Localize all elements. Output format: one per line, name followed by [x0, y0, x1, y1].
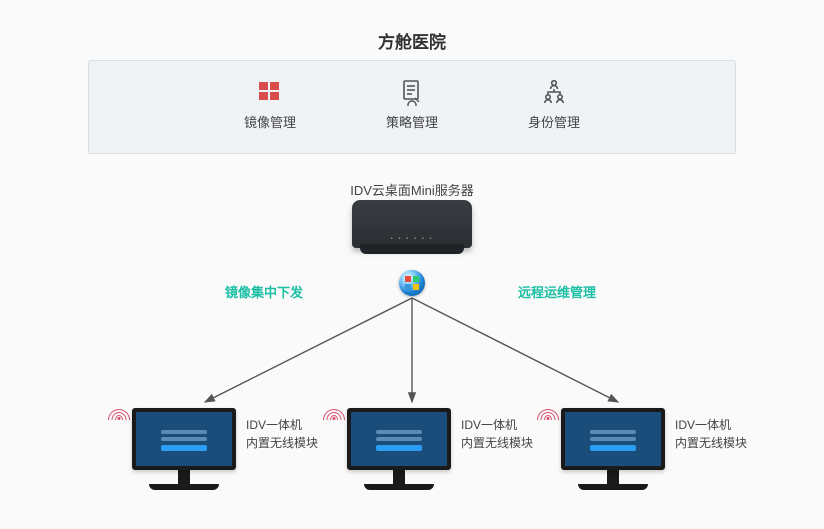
terminal-monitor — [132, 408, 236, 490]
wifi-icon — [536, 398, 560, 422]
terminal-monitor — [347, 408, 451, 490]
terminal-label: IDV一体机 内置无线模块 — [246, 416, 318, 452]
terminal-label-line2: 内置无线模块 — [246, 434, 318, 452]
windows-tiles-icon — [256, 78, 284, 106]
mgmt-item-policy: 策略管理 — [386, 78, 438, 131]
server-label: IDV云桌面Mini服务器 — [0, 180, 824, 199]
wifi-icon — [107, 398, 131, 422]
mini-server: ▪ ▪ ▪ ▪ ▪ ▪ — [352, 200, 472, 248]
mgmt-label: 镜像管理 — [244, 112, 296, 131]
diagram-title: 方舱医院 — [0, 28, 824, 53]
terminal-label-line2: 内置无线模块 — [675, 434, 747, 452]
mgmt-item-image: 镜像管理 — [244, 78, 296, 131]
terminal-label-line1: IDV一体机 — [461, 416, 533, 434]
label-remote-ops: 远程运维管理 — [518, 282, 596, 301]
terminal-label-line2: 内置无线模块 — [461, 434, 533, 452]
management-row: 镜像管理 策略管理 身份管理 — [88, 78, 736, 131]
terminal-label: IDV一体机 内置无线模块 — [675, 416, 747, 452]
document-list-icon — [398, 78, 426, 106]
terminal-monitor — [561, 408, 665, 490]
wifi-icon — [322, 398, 346, 422]
people-org-icon — [540, 78, 568, 106]
terminal-label: IDV一体机 内置无线模块 — [461, 416, 533, 452]
mgmt-item-identity: 身份管理 — [528, 78, 580, 131]
windows-orb-icon — [399, 270, 425, 296]
label-deploy: 镜像集中下发 — [225, 282, 303, 301]
terminal-label-line1: IDV一体机 — [675, 416, 747, 434]
mgmt-label: 身份管理 — [528, 112, 580, 131]
mgmt-label: 策略管理 — [386, 112, 438, 131]
terminal-label-line1: IDV一体机 — [246, 416, 318, 434]
